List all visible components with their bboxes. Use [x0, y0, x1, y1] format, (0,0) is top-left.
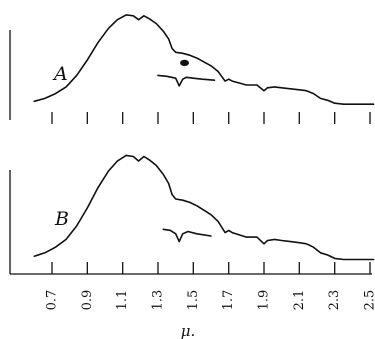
x-tick-label: 1.9 [257, 290, 272, 311]
x-tick-label: 1.3 [151, 290, 166, 311]
x-axis-unit-label: μ. [181, 322, 196, 339]
x-tick-label: 2.5 [363, 290, 375, 311]
panel-b-marks [33, 154, 375, 261]
panel-a-ink-blot [180, 59, 189, 67]
x-axis-ticks [51, 262, 371, 274]
middle-tick-marks [51, 112, 371, 124]
panel-a-marks [33, 14, 375, 105]
x-tick-label: 1.7 [221, 290, 236, 311]
x-axis-tick-labels: 0.7 0.9 1.1 1.3 1.5 1.7 1.9 2.1 2.3 2.5 [45, 290, 375, 311]
x-tick-label: 0.9 [80, 290, 95, 311]
panel-a-inset-line [157, 74, 216, 87]
panel-b-inset-line [162, 228, 212, 243]
x-tick-label: 0.7 [45, 290, 60, 311]
x-tick-label: 2.3 [327, 290, 342, 311]
panel-b-letter: B [54, 208, 69, 230]
x-tick-label: 1.1 [115, 290, 130, 311]
panel-a-letter: A [52, 63, 68, 85]
panel-a: A [9, 14, 375, 120]
x-tick-label: 2.1 [292, 290, 307, 311]
panel-a-spectrum-line [33, 14, 375, 105]
x-tick-label: 1.5 [186, 290, 201, 311]
panel-b: B [9, 154, 375, 275]
panel-b-spectrum-line [33, 154, 375, 261]
